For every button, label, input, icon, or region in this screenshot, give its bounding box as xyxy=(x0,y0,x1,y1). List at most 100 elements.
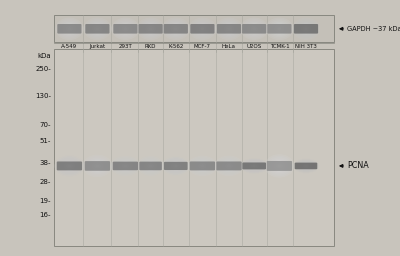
Ellipse shape xyxy=(147,163,154,168)
Ellipse shape xyxy=(82,155,112,177)
Text: 293T: 293T xyxy=(118,44,132,49)
Ellipse shape xyxy=(83,17,112,40)
Ellipse shape xyxy=(195,161,210,171)
Ellipse shape xyxy=(164,158,188,174)
Text: kDa: kDa xyxy=(37,52,51,59)
Ellipse shape xyxy=(87,20,108,37)
Ellipse shape xyxy=(146,162,156,170)
Ellipse shape xyxy=(200,165,204,167)
Ellipse shape xyxy=(169,161,183,170)
FancyBboxPatch shape xyxy=(242,163,266,169)
Ellipse shape xyxy=(215,17,243,40)
Ellipse shape xyxy=(272,23,286,35)
Ellipse shape xyxy=(62,23,76,35)
FancyBboxPatch shape xyxy=(85,24,110,34)
Ellipse shape xyxy=(124,27,127,30)
Ellipse shape xyxy=(300,162,312,169)
Ellipse shape xyxy=(195,23,210,35)
Ellipse shape xyxy=(220,22,238,36)
Ellipse shape xyxy=(64,162,75,170)
Ellipse shape xyxy=(162,17,190,40)
Ellipse shape xyxy=(268,157,290,175)
Ellipse shape xyxy=(293,159,319,173)
Ellipse shape xyxy=(218,20,240,37)
Ellipse shape xyxy=(266,156,292,176)
FancyBboxPatch shape xyxy=(57,24,82,34)
Text: 70-: 70- xyxy=(39,122,51,127)
Ellipse shape xyxy=(188,17,216,40)
Ellipse shape xyxy=(249,163,259,169)
Ellipse shape xyxy=(199,26,206,32)
Ellipse shape xyxy=(96,27,99,30)
Ellipse shape xyxy=(216,19,242,39)
Ellipse shape xyxy=(278,27,281,30)
FancyBboxPatch shape xyxy=(267,161,292,171)
Ellipse shape xyxy=(96,165,99,167)
Text: GAPDH ~37 kDa: GAPDH ~37 kDa xyxy=(347,26,400,32)
Ellipse shape xyxy=(299,23,313,35)
Text: 19-: 19- xyxy=(39,198,51,204)
Ellipse shape xyxy=(140,20,161,37)
FancyBboxPatch shape xyxy=(190,162,215,170)
Ellipse shape xyxy=(218,158,240,174)
Ellipse shape xyxy=(199,163,206,168)
Ellipse shape xyxy=(139,157,162,175)
Text: 130-: 130- xyxy=(35,93,51,99)
Ellipse shape xyxy=(138,19,163,39)
Ellipse shape xyxy=(113,19,138,39)
Ellipse shape xyxy=(267,19,292,39)
Ellipse shape xyxy=(265,17,294,40)
Text: NIH 3T3: NIH 3T3 xyxy=(295,44,317,49)
Ellipse shape xyxy=(270,159,289,173)
Ellipse shape xyxy=(274,162,285,170)
Ellipse shape xyxy=(145,25,156,33)
Ellipse shape xyxy=(57,19,82,39)
Ellipse shape xyxy=(247,23,261,35)
Ellipse shape xyxy=(88,159,107,173)
Ellipse shape xyxy=(296,161,316,171)
Ellipse shape xyxy=(227,27,231,30)
Ellipse shape xyxy=(244,20,265,37)
Ellipse shape xyxy=(142,22,160,36)
Ellipse shape xyxy=(56,157,82,175)
Ellipse shape xyxy=(167,160,184,172)
Ellipse shape xyxy=(188,156,217,176)
Ellipse shape xyxy=(171,162,181,169)
Ellipse shape xyxy=(189,157,216,175)
Ellipse shape xyxy=(115,20,136,37)
Ellipse shape xyxy=(136,17,165,40)
Ellipse shape xyxy=(247,162,261,170)
Ellipse shape xyxy=(144,23,158,35)
Ellipse shape xyxy=(225,163,233,168)
Ellipse shape xyxy=(269,20,290,37)
Text: K-562: K-562 xyxy=(168,44,184,49)
Ellipse shape xyxy=(66,163,73,168)
Ellipse shape xyxy=(294,19,318,39)
Ellipse shape xyxy=(68,27,71,30)
Ellipse shape xyxy=(92,162,103,170)
Ellipse shape xyxy=(251,26,258,32)
Ellipse shape xyxy=(85,19,110,39)
Text: RKD: RKD xyxy=(145,44,156,49)
Ellipse shape xyxy=(165,20,186,37)
Text: TCMK-1: TCMK-1 xyxy=(270,44,289,49)
Ellipse shape xyxy=(251,164,258,168)
Ellipse shape xyxy=(68,165,71,167)
Ellipse shape xyxy=(194,22,211,36)
Ellipse shape xyxy=(224,25,234,33)
Ellipse shape xyxy=(224,162,234,170)
Ellipse shape xyxy=(222,161,236,171)
Ellipse shape xyxy=(214,156,244,176)
FancyBboxPatch shape xyxy=(113,24,138,34)
Ellipse shape xyxy=(59,20,80,37)
FancyBboxPatch shape xyxy=(217,24,241,34)
Ellipse shape xyxy=(84,156,110,176)
Ellipse shape xyxy=(174,165,178,167)
Ellipse shape xyxy=(141,158,160,173)
FancyBboxPatch shape xyxy=(242,24,266,34)
Ellipse shape xyxy=(264,154,294,178)
Ellipse shape xyxy=(226,26,232,32)
Ellipse shape xyxy=(64,25,75,33)
Ellipse shape xyxy=(242,159,266,173)
Ellipse shape xyxy=(114,158,136,173)
